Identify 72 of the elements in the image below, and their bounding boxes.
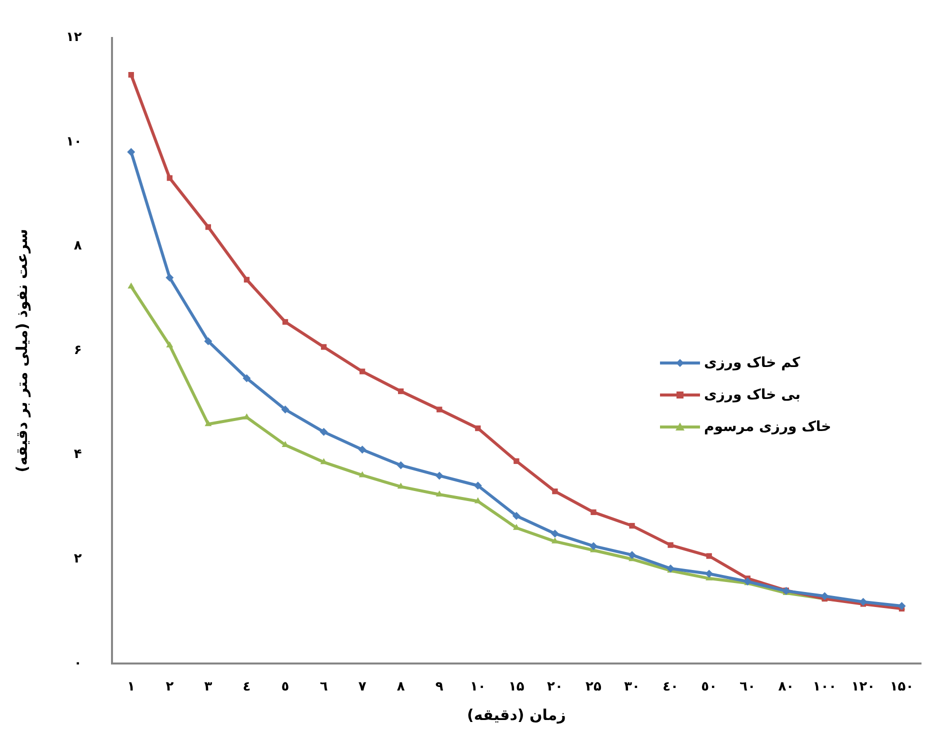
x-tick-label: ۲ [166,680,174,695]
point [397,482,404,489]
point [512,512,520,520]
point [244,276,250,283]
point [475,425,481,432]
point [590,509,596,516]
x-tick-label: ۸۰ [778,680,794,695]
x-tick-label: ۸ [396,680,405,695]
point [281,406,290,414]
y-tick-label: ۸ [74,238,82,254]
y-tick-label: ۴ [74,447,82,462]
y-tick-label: ۶ [74,342,82,358]
point [552,537,558,544]
point [166,341,174,348]
legend-label: بی خاک ورزی [704,387,801,403]
x-tick-label: ٦ [320,680,328,695]
legend-label: خاک ورزی مرسوم [704,419,832,435]
point [320,428,328,436]
point [552,488,558,494]
x-tick-label: ۳۰ [624,680,640,695]
x-tick-label: ٤۰ [662,680,678,695]
x-tick-label: ۳ [204,680,212,695]
point [128,72,134,78]
point [705,570,714,578]
y-tick-label: ۱۲ [66,30,82,46]
point [474,497,482,504]
x-tick-label: ۹ [435,680,444,695]
point [550,530,559,538]
point [628,550,636,559]
point [629,522,635,529]
point [166,175,172,181]
x-tick-label: ۲۵ [586,680,602,695]
x-tick-label: ۱۰۰ [812,680,837,695]
x-tick-label: ۷ [358,680,366,695]
point [205,224,212,230]
x-tick-label: ۱۰ [470,680,486,695]
point [436,490,443,496]
x-tick-label: ٦۰ [740,680,756,695]
y-tick-label: ۱۰ [66,134,82,150]
point [282,319,288,325]
point [398,388,404,394]
point [358,446,366,454]
x-tick-label: ٥ [281,680,290,695]
point [820,592,829,600]
x-tick-label: ۱۵۰ [890,680,914,695]
point [204,337,212,346]
point [706,553,712,559]
point [396,461,405,470]
point [474,482,482,490]
x-tick-label: ۱ [127,680,136,695]
point [514,458,520,464]
y-axis-title: سرعت نفوذ (میلی متر بر دقیقه) [12,228,31,472]
point [127,148,136,156]
point [166,274,174,282]
x-tick-label: ٥۰ [701,680,718,695]
x-tick-label: ۲۰ [547,680,563,695]
point [589,542,598,550]
x-tick-label: ۱۲۰ [851,680,876,695]
x-tick-label: ۱۵ [508,680,524,695]
point [242,374,251,382]
point [435,472,444,480]
legend-label: کم خاک ورزی [704,355,800,371]
y-tick-label: ۲ [74,552,82,567]
point [668,542,674,548]
point [128,282,135,288]
y-tick-label: ۰ [74,656,82,671]
x-tick-label: ٤ [242,680,251,695]
point [436,406,442,412]
point [204,420,212,426]
point [359,368,366,374]
point [320,344,327,350]
x-axis-title: زمان (دقیقه) [467,706,566,724]
